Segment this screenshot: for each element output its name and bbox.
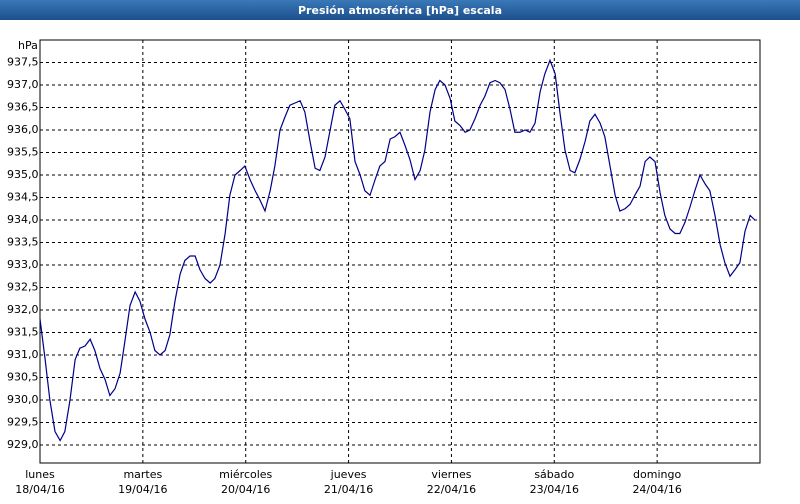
x-tick-date: 19/04/16 [118,483,167,496]
y-tick-label: 936,5 [7,101,39,114]
plot-frame [39,39,761,464]
y-tick-label: 936,0 [7,123,39,136]
x-tick-date: 24/04/16 [632,483,681,496]
y-tick-label: 930,5 [7,371,39,384]
y-tick-label: 937,0 [7,78,39,91]
y-tick-label: 929,0 [7,438,39,451]
pressure-line [39,58,756,442]
x-tick-label: domingo [633,468,681,481]
chart-title: Presión atmosférica [hPa] escala [298,4,502,17]
x-tick-date: 22/04/16 [427,483,476,496]
y-axis-unit: hPa [18,39,38,52]
x-tick-label: martes [123,468,162,481]
y-tick-label: 929,5 [7,416,39,429]
y-tick-label: 932,5 [7,281,39,294]
x-tick-label: jueves [330,468,367,481]
y-tick-label: 933,5 [7,236,39,249]
x-tick-label: sábado [534,468,574,481]
x-tick-date: 21/04/16 [324,483,373,496]
y-tick-label: 932,0 [7,303,39,316]
x-tick-date: 23/04/16 [530,483,579,496]
title-bar [0,0,800,20]
y-tick-label: 934,0 [7,213,39,226]
x-tick-label: viernes [431,468,471,481]
y-tick-label: 934,5 [7,191,39,204]
x-tick-label: miércoles [219,468,272,481]
y-tick-label: 931,0 [7,348,39,361]
y-tick-label: 937,5 [7,56,39,69]
y-tick-label: 935,5 [7,146,39,159]
x-tick-date: 20/04/16 [221,483,270,496]
y-tick-label: 931,5 [7,326,39,339]
x-tick-label: lunes [25,468,55,481]
y-tick-label: 930,0 [7,393,39,406]
y-tick-label: 933,0 [7,258,39,271]
y-tick-label: 935,0 [7,168,39,181]
x-tick-date: 18/04/16 [15,483,64,496]
